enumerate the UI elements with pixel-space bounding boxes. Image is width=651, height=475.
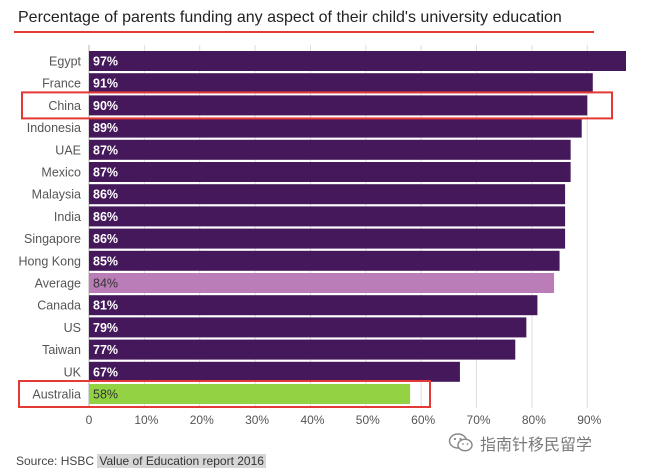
data-label-mexico: 87% <box>93 166 118 180</box>
watermark-text: 指南针移民留学 <box>480 437 593 454</box>
category-label-egypt: Egypt <box>49 55 81 69</box>
bar-singapore <box>89 228 566 249</box>
x-tick-label-20: 20% <box>190 413 214 427</box>
bar-malaysia <box>89 184 566 205</box>
data-label-india: 86% <box>93 210 118 224</box>
data-label-australia: 58% <box>93 388 118 402</box>
x-tick-label-50: 50% <box>356 413 380 427</box>
x-tick-label-0: 0 <box>86 413 93 427</box>
data-label-taiwan: 77% <box>93 343 118 357</box>
category-label-canada: Canada <box>37 299 81 313</box>
category-label-malaysia: Malaysia <box>32 188 81 202</box>
x-tick-label-90: 90% <box>577 413 601 427</box>
highlight-boxes <box>18 91 613 408</box>
wechat-icon <box>448 433 473 452</box>
category-labels: Egypt France China Indonesia UAE Mexico Malays… <box>18 55 81 402</box>
x-axis-ticks: 0 10% 20% 30% 40% 50% 60% 70% 80% 90% <box>86 413 602 427</box>
bar-average <box>89 273 555 293</box>
data-label-uae: 87% <box>93 143 118 157</box>
data-label-china: 90% <box>93 99 118 113</box>
category-label-mexico: Mexico <box>41 166 81 180</box>
category-label-china: China <box>48 99 81 113</box>
category-label-australia: Australia <box>32 388 81 402</box>
category-label-france: France <box>42 77 81 91</box>
title-underline <box>14 31 594 33</box>
data-label-hong-kong: 85% <box>93 254 118 268</box>
x-tick-label-80: 80% <box>522 413 546 427</box>
category-label-uk: UK <box>64 365 82 379</box>
data-label-indonesia: 89% <box>93 121 118 135</box>
data-label-us: 79% <box>93 321 118 335</box>
watermark: 指南针移民留学 <box>448 431 592 455</box>
bar-indonesia <box>89 117 582 138</box>
x-tick-label-40: 40% <box>300 413 324 427</box>
category-label-uae: UAE <box>55 143 81 157</box>
bar-taiwan <box>89 339 516 360</box>
data-label-canada: 81% <box>93 299 118 313</box>
bar-uae <box>89 139 571 160</box>
data-label-france: 91% <box>93 77 118 91</box>
category-label-indonesia: Indonesia <box>27 121 81 135</box>
x-tick-label-70: 70% <box>467 413 491 427</box>
source-link[interactable]: Value of Education report 2016 <box>97 454 266 468</box>
source-prefix: Source: HSBC <box>16 454 98 468</box>
data-label-singapore: 86% <box>93 232 118 246</box>
category-label-singapore: Singapore <box>24 232 81 246</box>
data-labels: 97% 91% 90% 89% 87% 87% 86% 86% 86% 85% 84% 81% 79% 7… <box>93 55 118 402</box>
bar-mexico <box>89 162 571 182</box>
bar-australia <box>89 384 411 404</box>
data-label-egypt: 97% <box>93 55 118 69</box>
bar-us <box>89 317 527 338</box>
bar-china <box>89 95 588 116</box>
category-label-hong-kong: Hong Kong <box>18 254 81 268</box>
x-tick-label-10: 10% <box>134 413 158 427</box>
chart-title: Percentage of parents funding any aspect… <box>18 9 562 26</box>
bar-france <box>89 73 593 94</box>
highlight-box-china <box>21 91 613 120</box>
bar-hong-kong <box>89 250 560 271</box>
x-tick-label-60: 60% <box>411 413 435 427</box>
data-label-malaysia: 86% <box>93 188 118 202</box>
category-label-average: Average <box>35 277 81 291</box>
bar-egypt <box>89 51 626 71</box>
data-label-average: 84% <box>93 277 118 291</box>
bar-canada <box>89 295 538 316</box>
x-tick-label-30: 30% <box>245 413 269 427</box>
bars <box>89 51 626 404</box>
bar-india <box>89 206 566 227</box>
data-label-uk: 67% <box>93 365 118 379</box>
category-label-taiwan: Taiwan <box>42 343 81 357</box>
category-label-us: US <box>64 321 81 335</box>
bar-uk <box>89 361 460 382</box>
source-line: Source: HSBC Value of Education report 2… <box>16 454 266 468</box>
highlight-box-australia <box>18 380 431 408</box>
category-label-india: India <box>54 210 81 224</box>
